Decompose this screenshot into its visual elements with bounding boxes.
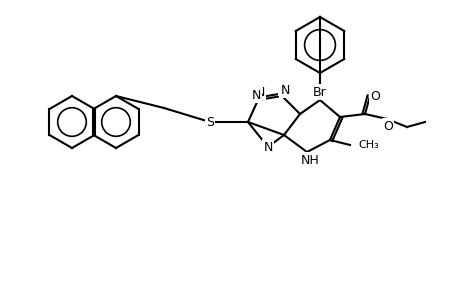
Text: S: S	[206, 116, 213, 128]
Text: N: N	[302, 155, 311, 169]
Text: N: N	[255, 85, 264, 98]
Text: Br: Br	[313, 85, 326, 98]
Text: N: N	[263, 140, 272, 154]
Text: N: N	[279, 82, 288, 94]
Text: CH₃: CH₃	[357, 140, 378, 150]
Text: H: H	[310, 157, 319, 167]
Text: N: N	[251, 88, 260, 101]
Text: O: O	[369, 89, 379, 103]
Text: NH: NH	[300, 154, 319, 166]
Text: N: N	[280, 83, 289, 97]
Text: O: O	[382, 119, 392, 133]
